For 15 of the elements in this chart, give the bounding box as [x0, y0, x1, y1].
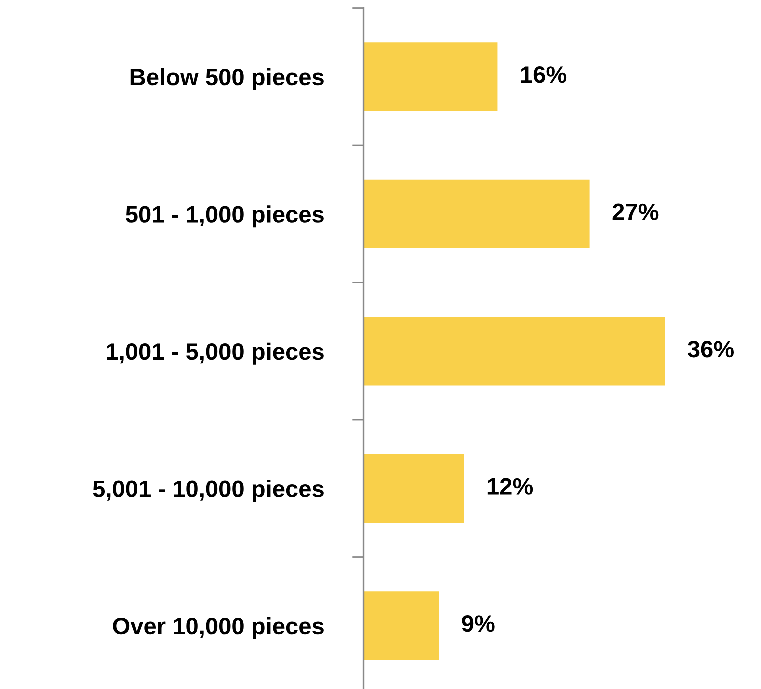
- bar: [364, 592, 440, 660]
- y-tick-label: Below 500 pieces: [130, 68, 324, 90]
- y-tick-label: 1,001 - 5,000 pieces: [107, 342, 324, 365]
- data-label: 12%: [488, 478, 534, 495]
- bar: [364, 180, 590, 248]
- data-label: 16%: [521, 66, 567, 84]
- data-label: 9%: [462, 616, 495, 632]
- y-tick-label: 5,001 - 10,000 pieces: [93, 480, 324, 502]
- data-label: 27%: [612, 204, 659, 220]
- bar: [364, 454, 464, 523]
- bar: [364, 42, 498, 112]
- bar: [364, 317, 666, 386]
- y-tick-label: 501 - 1,000 pieces: [126, 206, 324, 228]
- y-tick-label: Over 10,000 pieces: [113, 617, 324, 640]
- data-label: 36%: [688, 341, 734, 358]
